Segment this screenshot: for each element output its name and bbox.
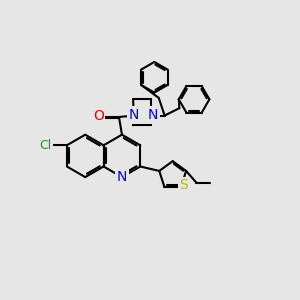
Text: N: N	[117, 170, 127, 184]
Text: N: N	[129, 108, 140, 122]
Text: N: N	[148, 108, 158, 122]
Text: Cl: Cl	[40, 139, 52, 152]
Text: S: S	[180, 178, 188, 192]
Text: O: O	[93, 110, 104, 123]
